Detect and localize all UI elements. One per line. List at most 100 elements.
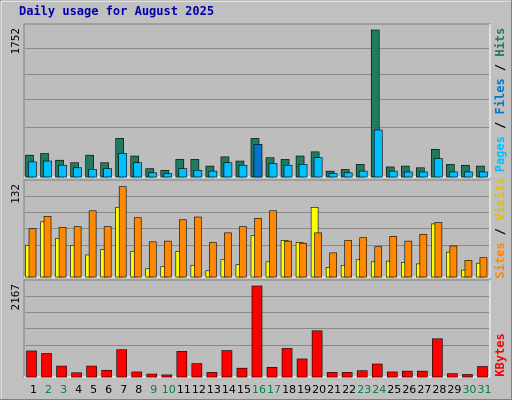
kbytes-bar xyxy=(417,370,428,378)
files-bar xyxy=(223,162,233,178)
sites-bar xyxy=(209,242,217,278)
files-bar xyxy=(73,167,82,178)
files-bar xyxy=(313,157,323,178)
kbytes-bar xyxy=(101,369,112,378)
kbytes-bar xyxy=(341,372,353,378)
sites-bar xyxy=(314,232,322,278)
sites-bar xyxy=(43,216,52,278)
sites-bar xyxy=(359,237,368,278)
kbytes-bar xyxy=(477,366,488,378)
files-bar xyxy=(163,173,173,178)
files-bar xyxy=(268,163,278,178)
kbytes-bar xyxy=(236,367,248,378)
kbytes-bar xyxy=(356,370,368,378)
kbytes-bar xyxy=(266,367,278,378)
files-bar xyxy=(193,169,203,178)
sites-bar xyxy=(73,226,82,278)
files-bar xyxy=(404,171,413,178)
files-bar xyxy=(28,161,37,178)
files-bar xyxy=(388,170,398,178)
files-bar xyxy=(133,162,143,178)
files-bar xyxy=(208,170,218,178)
sites-bar xyxy=(479,257,488,278)
x-tick-label: 22 xyxy=(342,383,356,396)
x-tick-label: 23 xyxy=(357,383,371,396)
x-tick-label: 19 xyxy=(297,383,311,396)
kbytes-bar xyxy=(432,338,443,378)
x-tick-label: 12 xyxy=(192,383,206,396)
sites-bar xyxy=(419,233,428,278)
sites-bar xyxy=(179,219,187,278)
legend-pages: Pages xyxy=(493,136,507,172)
x-tick-label: 20 xyxy=(312,383,326,396)
x-tick-label: 16 xyxy=(252,383,266,396)
x-tick-label: 24 xyxy=(372,383,386,396)
kbytes-bar xyxy=(402,370,413,378)
x-tick-label: 27 xyxy=(417,383,431,396)
kbytes-bar xyxy=(176,351,188,378)
files-bar xyxy=(449,171,458,178)
x-tick-label: 8 xyxy=(135,383,142,396)
sites-bar xyxy=(133,217,142,278)
svg-text:Pages / Files / Hits: Pages / Files / Hits xyxy=(493,28,507,173)
kbytes-bar xyxy=(56,365,67,378)
kbytes-bar xyxy=(462,374,473,378)
x-tick-label: 25 xyxy=(387,383,401,396)
kbytes-bar xyxy=(326,372,338,378)
kbytes-bar xyxy=(86,365,97,378)
legend-hits: Hits xyxy=(493,28,507,57)
legend-visits: Visits xyxy=(493,177,507,220)
sites-bar xyxy=(284,240,292,278)
files-bar xyxy=(43,160,52,178)
chart-title: Daily usage for August 2025 xyxy=(19,4,214,18)
x-tick-label: 17 xyxy=(267,383,281,396)
svg-text:KBytes: KBytes xyxy=(493,333,507,376)
sites-bar xyxy=(344,240,352,278)
files-bar xyxy=(479,171,488,178)
x-tick-label: 30 xyxy=(462,383,476,396)
x-tick-label: 15 xyxy=(237,383,251,396)
x-tick-label: 13 xyxy=(207,383,221,396)
legend-panel-1: Pages / Files / Hits xyxy=(493,28,507,173)
x-tick-label: 6 xyxy=(105,383,112,396)
sites-bar xyxy=(148,241,157,278)
x-tick-label: 9 xyxy=(150,383,157,396)
legend-files: Files xyxy=(493,78,507,114)
x-tick-label: 26 xyxy=(402,383,416,396)
sites-bar xyxy=(374,246,383,278)
kbytes-bar xyxy=(447,373,458,378)
sites-bar xyxy=(239,226,247,278)
kbytes-bar xyxy=(221,350,233,378)
sites-bar xyxy=(329,252,337,278)
x-tick-label: 14 xyxy=(222,383,236,396)
files-bar xyxy=(58,164,67,178)
x-tick-label: 10 xyxy=(162,383,176,396)
sites-bar xyxy=(118,186,127,278)
files-bar xyxy=(358,170,368,178)
kbytes-bar xyxy=(251,285,263,378)
sites-bar xyxy=(464,260,473,278)
files-bar xyxy=(88,169,97,178)
x-tick-label: 3 xyxy=(60,383,67,396)
x-tick-label: 2 xyxy=(45,383,52,396)
sites-bar xyxy=(449,245,458,278)
panel-visits-sites: 132 xyxy=(9,179,491,278)
files-bar xyxy=(283,164,293,178)
x-tick-label: 4 xyxy=(75,383,82,396)
sites-bar xyxy=(194,216,202,278)
files-bar xyxy=(434,158,443,178)
legend-panel-3: KBytes xyxy=(493,333,507,376)
files-bar xyxy=(118,153,127,178)
files-bar xyxy=(373,129,383,178)
x-tick-label: 31 xyxy=(477,383,491,396)
sites-bar xyxy=(404,240,413,278)
files-bar xyxy=(328,173,338,178)
kbytes-bar xyxy=(116,349,127,378)
sites-bar xyxy=(389,236,398,278)
sites-bar xyxy=(88,210,97,278)
kbytes-bar xyxy=(281,348,293,378)
kbytes-bar xyxy=(26,350,37,378)
sites-bar xyxy=(254,218,262,278)
kbytes-bar xyxy=(386,371,398,378)
sites-bar xyxy=(103,226,112,278)
